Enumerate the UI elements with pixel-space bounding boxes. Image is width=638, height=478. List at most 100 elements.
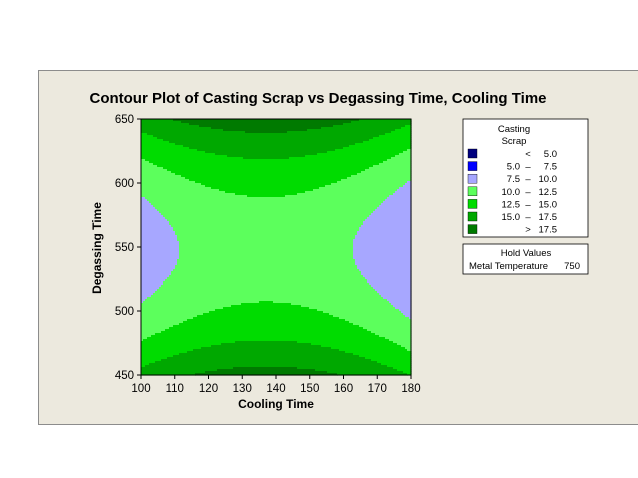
contour-cell: [141, 263, 178, 266]
contour-cell: [141, 265, 176, 268]
contour-cell: [147, 133, 386, 136]
contour-cell: [169, 141, 364, 144]
contour-cell: [327, 371, 404, 374]
hold-values-box: Hold Values Metal Temperature 750: [462, 243, 589, 275]
contour-cell: [159, 211, 374, 214]
legend-swatch: [467, 161, 478, 171]
contour-cell: [395, 155, 412, 158]
contour-cell: [163, 281, 368, 284]
contour-cell: [363, 275, 412, 278]
contour-cell: [145, 197, 388, 200]
x-tick-label: 180: [401, 383, 420, 395]
contour-cell: [399, 187, 412, 190]
y-tick-label: 500: [115, 306, 134, 318]
contour-cell: [365, 169, 412, 172]
contour-cell: [167, 277, 366, 280]
contour-cell: [141, 147, 190, 150]
contour-cell: [141, 239, 178, 242]
contour-cell: [173, 119, 360, 122]
contour-cell: [167, 169, 366, 172]
contour-cell: [385, 133, 412, 136]
contour-cell: [179, 255, 354, 258]
contour-cell: [141, 175, 182, 178]
contour-cell: [393, 341, 412, 344]
x-tick-label: 100: [131, 383, 150, 395]
contour-cell: [147, 297, 384, 300]
contour-cell: [141, 333, 156, 336]
contour-cell: [189, 123, 344, 126]
contour-cell: [197, 149, 336, 152]
contour-cell: [141, 231, 176, 234]
contour-cell: [209, 311, 324, 314]
contour-cell: [341, 179, 412, 182]
contour-cell: [141, 179, 190, 182]
contour-cell: [357, 173, 412, 176]
contour-cell: [177, 259, 356, 262]
contour-cell: [141, 327, 170, 330]
contour-cell: [141, 151, 206, 154]
contour-cell: [159, 287, 374, 290]
y-axis-label: Degassing Time: [90, 202, 104, 294]
contour-cell: [393, 367, 412, 370]
contour-cell: [325, 185, 404, 188]
contour-cell: [393, 305, 412, 308]
contour-cell: [141, 371, 206, 374]
contour-cell: [179, 257, 354, 260]
contour-cell: [141, 211, 160, 214]
x-tick-label: 120: [199, 383, 218, 395]
contour-cell: [245, 131, 288, 134]
contour-cell: [297, 193, 394, 196]
hold-values-frame: [462, 243, 589, 275]
contour-cell: [161, 213, 372, 216]
contour-cell: [363, 141, 412, 144]
contour-cell: [357, 231, 412, 234]
contour-cell: [141, 261, 178, 264]
contour-cell: [141, 359, 162, 362]
contour-cell: [297, 367, 394, 370]
contour-cell: [141, 267, 176, 270]
contour-cell: [165, 217, 368, 220]
contour-cell: [141, 301, 144, 304]
contour-cell: [177, 237, 356, 240]
contour-cell: [141, 233, 176, 236]
contour-cell: [395, 129, 412, 132]
contour-cell: [199, 125, 334, 128]
contour-cell: [141, 123, 190, 126]
legend-separator: –: [525, 212, 531, 223]
contour-cell: [343, 123, 412, 126]
contour-cell: [243, 157, 290, 160]
legend-low: 10.0: [502, 187, 521, 198]
contour-cell: [141, 277, 168, 280]
contour-cell: [141, 309, 216, 312]
contour-cell: [403, 185, 412, 188]
contour-cell: [171, 273, 362, 276]
plot-area: [141, 119, 412, 376]
contour-cell: [311, 343, 398, 346]
contour-cell: [141, 331, 162, 334]
hold-values-label: Metal Temperature: [469, 261, 548, 272]
contour-cell: [151, 203, 382, 206]
contour-cell: [149, 201, 384, 204]
contour-cell: [141, 199, 148, 202]
contour-cell: [235, 193, 298, 196]
contour-cell: [401, 345, 412, 348]
legend-separator: –: [525, 199, 531, 210]
contour-cell: [149, 363, 382, 366]
legend-frame: [462, 118, 589, 238]
contour-cell: [321, 345, 402, 348]
contour-cell: [377, 361, 412, 364]
contour-cell: [377, 291, 412, 294]
contour-cell: [345, 351, 412, 354]
contour-cell: [381, 203, 412, 206]
contour-cell: [179, 253, 354, 256]
legend-high: 12.5: [539, 187, 558, 198]
contour-cell: [383, 161, 412, 164]
legend-high: 7.5: [544, 162, 557, 173]
contour-cell: [141, 367, 234, 370]
contour-cell: [317, 153, 400, 156]
contour-cell: [359, 269, 412, 272]
contour-cell: [141, 313, 204, 316]
contour-cell: [381, 295, 412, 298]
contour-cell: [141, 195, 248, 198]
contour-cell: [351, 121, 412, 124]
